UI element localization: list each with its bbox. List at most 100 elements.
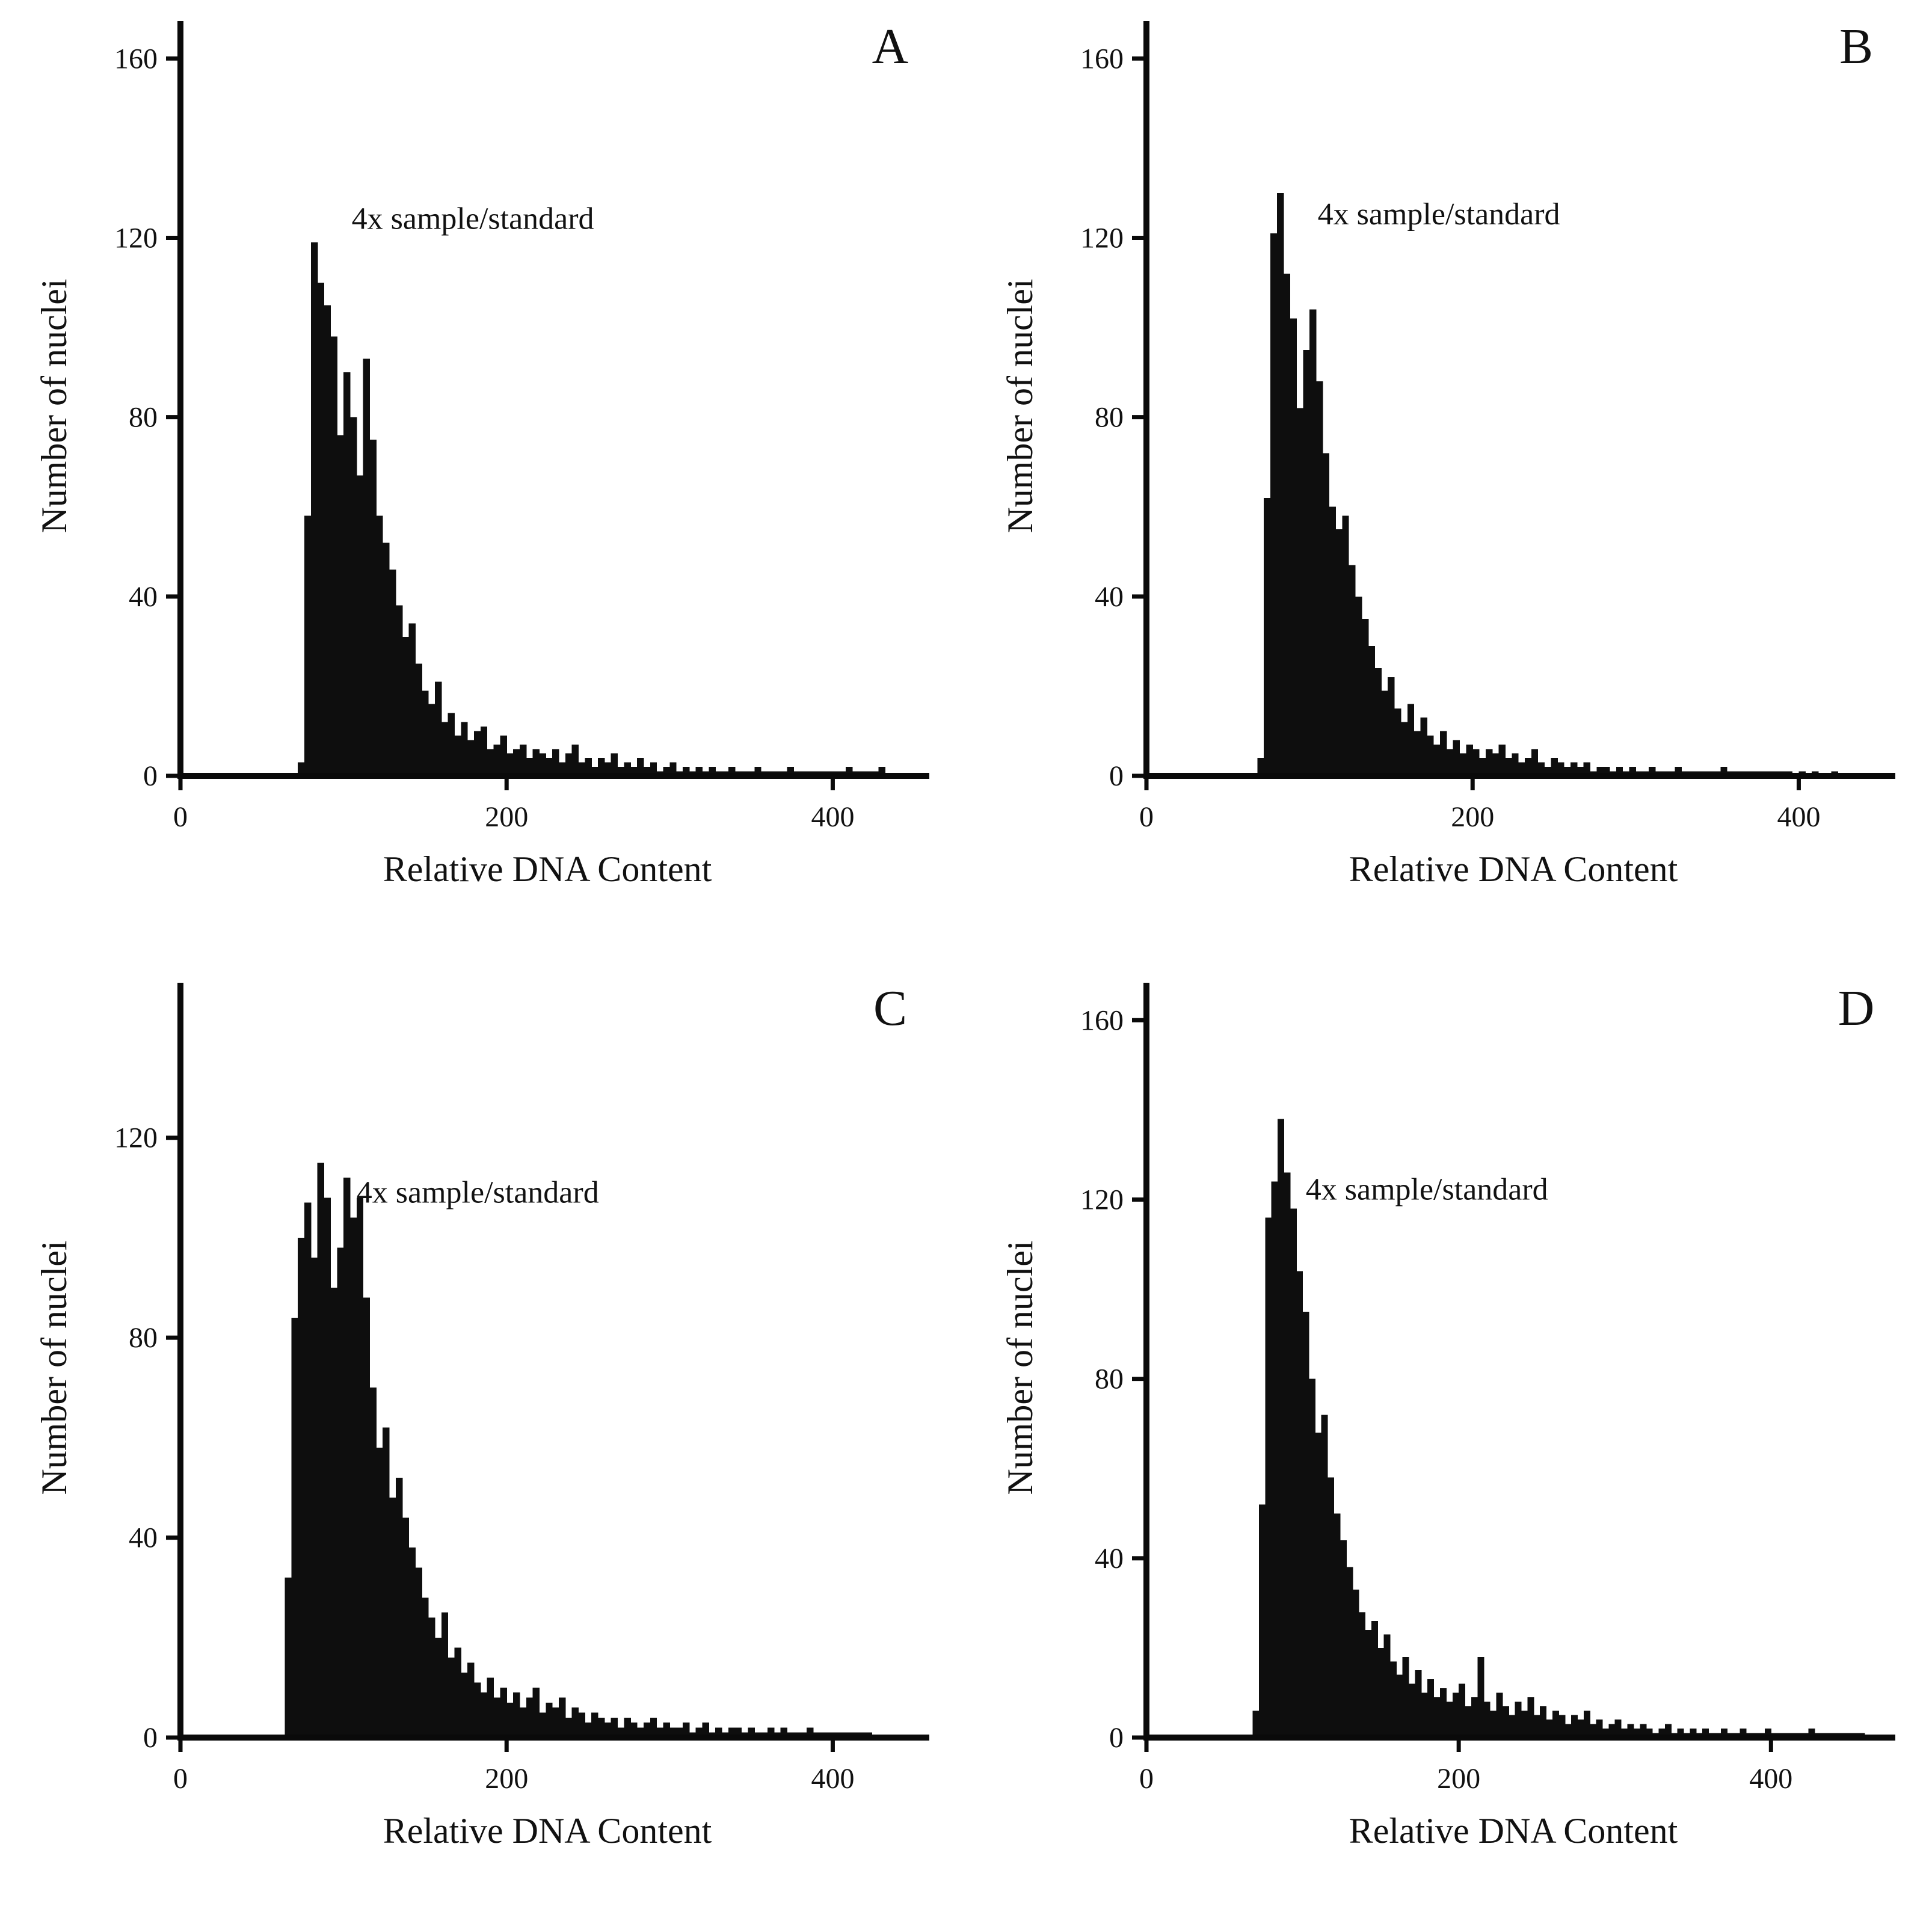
- histogram-bar: [487, 1677, 494, 1738]
- histogram-bar: [1414, 731, 1421, 776]
- histogram-bar: [1546, 1720, 1553, 1738]
- histogram-bar: [1383, 1634, 1391, 1738]
- histogram-bar: [702, 1723, 709, 1738]
- histogram-bar: [506, 753, 514, 776]
- histogram-bar: [1377, 1647, 1385, 1738]
- histogram-bar: [1505, 758, 1512, 776]
- histogram-bar: [422, 1597, 429, 1738]
- histogram-bar: [1440, 731, 1447, 776]
- histogram-bar: [1303, 349, 1310, 776]
- histogram-bar: [585, 1723, 592, 1738]
- histogram-bar: [434, 1637, 442, 1738]
- histogram-bar: [1466, 744, 1473, 776]
- histogram-bar: [1315, 1433, 1322, 1738]
- y-tick-label: 0: [143, 760, 158, 792]
- histogram-bar: [1265, 1217, 1272, 1738]
- histogram-bar: [532, 1687, 540, 1738]
- x-axis-label: Relative DNA Content: [383, 849, 712, 889]
- histogram-bar: [1627, 1724, 1634, 1738]
- histogram-bar: [1402, 1656, 1409, 1738]
- histogram-bar: [474, 1682, 481, 1738]
- histogram-bar: [310, 1258, 318, 1738]
- histogram-bar: [683, 1723, 690, 1738]
- histogram-bar: [1596, 767, 1604, 776]
- panel-a: 0 40 80 120 160 0 200 400 Number of nuclei Relati…: [0, 0, 966, 962]
- histogram-bar: [1577, 1720, 1584, 1738]
- histogram-bar: [1720, 767, 1727, 776]
- histogram-bar: [1276, 192, 1284, 776]
- histogram-bar: [1290, 1208, 1297, 1738]
- histogram-bar: [1740, 1729, 1747, 1738]
- histogram-bar: [1544, 767, 1551, 776]
- panel-letter: D: [1838, 980, 1875, 1036]
- y-tick-label: 80: [1095, 402, 1124, 434]
- histogram-bar: [1496, 1692, 1503, 1738]
- histogram-bar: [630, 767, 638, 776]
- histogram-bar: [1433, 1697, 1441, 1738]
- histogram-bar: [519, 744, 527, 776]
- histogram-bar: [532, 749, 540, 776]
- y-tick-label: 120: [1080, 1184, 1124, 1216]
- histogram-bar: [526, 1697, 534, 1738]
- panel-b: 0 40 80 120 160 0 200 400 Number of nuclei Relati…: [966, 0, 1932, 962]
- histogram-bar: [637, 758, 644, 776]
- x-axis-label: Relative DNA Content: [1349, 1811, 1678, 1851]
- histogram-bar: [363, 358, 370, 776]
- histogram-bar: [1640, 1724, 1647, 1738]
- histogram-bar: [637, 1727, 644, 1738]
- histogram-bar: [611, 753, 618, 776]
- histogram-bar: [480, 1692, 488, 1738]
- histogram-bar: [585, 758, 592, 776]
- histogram-bar: [1446, 1701, 1453, 1738]
- histogram-bar: [513, 749, 520, 776]
- histogram-bar: [591, 767, 598, 776]
- histogram-bar: [624, 1717, 631, 1738]
- histogram-bar: [669, 1727, 677, 1738]
- histogram-bar: [1471, 1697, 1478, 1738]
- x-tick-label: 200: [485, 1763, 528, 1795]
- histogram-bar: [728, 1727, 736, 1738]
- histogram-bar: [513, 1692, 520, 1738]
- histogram-bar: [1396, 1674, 1403, 1738]
- histogram-bar: [467, 1662, 475, 1738]
- histogram-bar: [1551, 758, 1558, 776]
- histogram-bar: [1515, 1701, 1522, 1738]
- histogram-bar: [552, 1707, 559, 1738]
- y-tick-label: 80: [129, 402, 158, 434]
- histogram-bar: [448, 713, 455, 776]
- histogram-bar: [1258, 1504, 1266, 1738]
- histogram-bar: [611, 1717, 618, 1738]
- histogram-bar: [1616, 767, 1623, 776]
- histogram-bar: [1374, 668, 1382, 776]
- histogram-bar: [1583, 762, 1590, 776]
- histogram-bar: [1329, 506, 1336, 776]
- histogram-bar: [1570, 762, 1578, 776]
- histogram-bar: [1271, 1181, 1278, 1738]
- x-tick-label: 0: [173, 1763, 188, 1795]
- histogram-bar: [324, 1197, 331, 1738]
- histogram-bar: [487, 749, 494, 776]
- histogram-bar: [1533, 1715, 1540, 1738]
- histogram-bar: [454, 735, 461, 776]
- histogram-bar: [663, 1723, 670, 1738]
- y-axis-label: Number of nuclei: [1000, 278, 1040, 533]
- x-axis-label: Relative DNA Content: [383, 1811, 712, 1851]
- histogram-bar: [695, 767, 703, 776]
- y-axis-label: Number of nuclei: [34, 278, 74, 533]
- histogram-bar: [1479, 758, 1486, 776]
- histogram-bar: [337, 435, 344, 776]
- y-axis-label: Number of nuclei: [34, 1240, 74, 1495]
- histogram-bar: [846, 767, 853, 776]
- histogram-bar: [467, 740, 475, 776]
- histogram-bar: [337, 1247, 344, 1738]
- histogram-bar: [474, 731, 481, 776]
- histogram-bar: [754, 767, 761, 776]
- x-tick-label: 0: [173, 801, 188, 833]
- histogram-bar: [656, 1727, 663, 1738]
- histogram-bar: [1690, 1729, 1697, 1738]
- histogram-bar: [1483, 1701, 1491, 1738]
- histogram-bar: [376, 515, 383, 776]
- histogram-bar: [298, 1237, 305, 1738]
- histogram-bar: [506, 1702, 514, 1738]
- histogram-bar: [617, 1727, 624, 1738]
